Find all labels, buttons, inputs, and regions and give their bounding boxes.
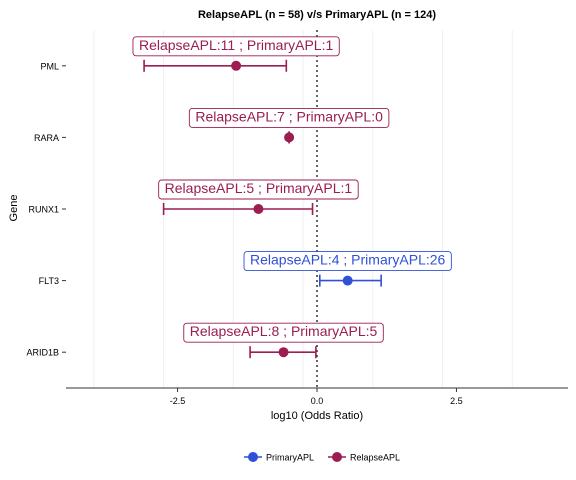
point-label-text: RelapseAPL:5 ; PrimaryAPL:1: [165, 180, 353, 196]
legend-key-marker: [332, 452, 343, 462]
point-estimate: [231, 60, 242, 71]
legend: PrimaryAPL RelapseAPL: [244, 452, 400, 463]
point-label-text: RelapseAPL:7 ; PrimaryAPL:0: [195, 108, 383, 124]
x-axis-title: log10 (Odds Ratio): [271, 410, 363, 422]
y-axis: PML RARA RUNX1 FLT3 ARID1B: [26, 61, 66, 358]
chart-title: RelapseAPL (n = 58) v/s PrimaryAPL (n = …: [198, 9, 436, 21]
point-estimate: [253, 204, 264, 214]
point-label: RelapseAPL:5 ; PrimaryAPL:1: [158, 179, 359, 200]
y-axis-title: Gene: [8, 195, 20, 222]
point-estimate: [278, 347, 289, 358]
point-label-box: [132, 36, 340, 57]
y-tick-label: FLT3: [39, 276, 59, 286]
point-label-box: [183, 322, 384, 343]
point-label: RelapseAPL:7 ; PrimaryAPL:0: [188, 107, 390, 128]
y-tick-label: PML: [40, 61, 59, 71]
point-estimate: [342, 275, 353, 286]
point-label-text: RelapseAPL:4 ; PrimaryAPL:26: [250, 252, 446, 268]
legend-label: PrimaryAPL: [266, 453, 314, 463]
y-tick-label: RARA: [34, 133, 59, 143]
point-label: RelapseAPL:11 ; PrimaryAPL:1: [132, 36, 340, 57]
point-labels: RelapseAPL:11 ; PrimaryAPL:1 RelapseAPL:7…: [132, 36, 452, 343]
point-label-text: RelapseAPL:8 ; PrimaryAPL:5: [190, 323, 378, 339]
point-label-box: [188, 107, 390, 128]
x-axis: -2.5 0.0 2.5: [170, 388, 463, 406]
point-label: RelapseAPL:8 ; PrimaryAPL:5: [183, 322, 384, 343]
data-points: [143, 59, 382, 359]
x-tick-label: 2.5: [450, 396, 463, 406]
x-tick-label: 0.0: [311, 396, 324, 406]
point-label: RelapseAPL:4 ; PrimaryAPL:26: [243, 251, 452, 272]
point-label-box: [243, 251, 452, 272]
point-estimate: [284, 132, 295, 143]
x-tick-label: -2.5: [170, 396, 186, 406]
point-label-box: [158, 179, 359, 200]
legend-label: RelapseAPL: [350, 453, 400, 463]
y-tick-label: RUNX1: [28, 205, 59, 215]
point-label-text: RelapseAPL:11 ; PrimaryAPL:1: [139, 37, 333, 53]
y-tick-label: ARID1B: [26, 348, 59, 358]
legend-key-marker: [248, 452, 258, 462]
